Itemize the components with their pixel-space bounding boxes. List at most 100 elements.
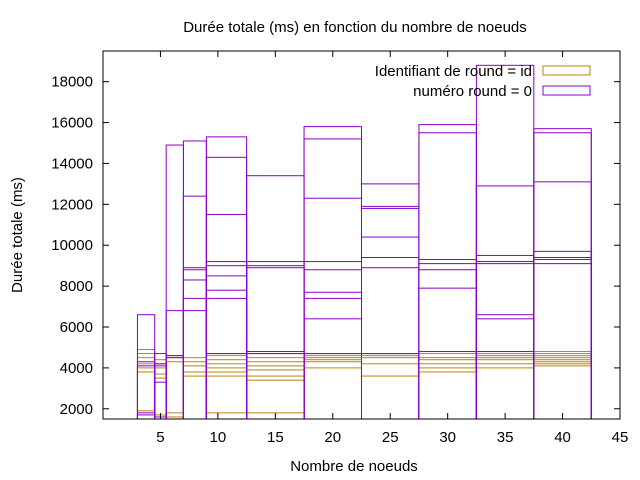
bar-s1-c2-r3 [165, 310, 184, 420]
bar-s0-c6-r5 [303, 353, 362, 420]
bar-s1-c7-r2 [361, 256, 420, 420]
bar-s1-c6-r7 [303, 138, 362, 420]
bar-s1-c7-r6 [361, 183, 420, 420]
y-tick-label-8: 18000 [51, 74, 93, 91]
bar-s1-c6-r2 [303, 297, 362, 420]
x-tick-label-8: 45 [612, 429, 629, 446]
y-tick-label-5: 12000 [51, 196, 93, 213]
bar-s1-c10-r1 [533, 259, 592, 420]
bar-s1-c9-r0 [475, 351, 535, 420]
x-tick-label-3: 20 [324, 429, 341, 446]
y-tick-label-0: 2000 [60, 401, 93, 418]
bar-s0-c4-r2 [205, 371, 248, 420]
bar-s1-c3-r2 [182, 279, 207, 420]
bar-s0-c1-r1 [154, 377, 167, 420]
legend-swatch-id [542, 65, 591, 76]
bar-s0-c2-r3 [165, 357, 184, 420]
bar-s1-c9-r1 [475, 318, 535, 420]
plot-border [102, 50, 621, 420]
bar-s0-c3-r0 [182, 375, 207, 420]
bar-s1-c6-r5 [303, 261, 362, 420]
bar-s0-c5-r4 [246, 365, 305, 420]
bar-s0-c3-r3 [182, 361, 207, 420]
y-axis: 2000 4000 6000 8000 10000 12000 14000 16000 1800… [51, 74, 620, 418]
bar-s0-c10-r5 [533, 355, 592, 420]
bar-s0-c2-r1 [165, 412, 184, 420]
bar-s0-c10-r3 [533, 359, 592, 420]
bar-s1-c0-r4 [136, 314, 156, 420]
bar-s1-c4-r8 [205, 136, 248, 420]
bar-s0-c6-r2 [303, 359, 362, 420]
bar-s1-c4-r6 [205, 214, 248, 420]
bar-s1-c7-r5 [361, 205, 420, 420]
bar-s0-c1-r5 [154, 359, 167, 420]
bar-s0-c9-r1 [475, 363, 535, 420]
x-tick-label-4: 25 [382, 429, 399, 446]
bar-s0-c8-r4 [418, 357, 477, 420]
bar-s1-c0-r0 [136, 414, 156, 420]
bar-s1-c5-r3 [246, 265, 305, 420]
bar-s0-c3-r4 [182, 357, 207, 420]
bar-s1-c4-r7 [205, 156, 248, 420]
bar-s0-c7-r2 [361, 357, 420, 420]
bar-s0-c1-r2 [154, 373, 167, 420]
bar-s1-c4-r5 [205, 261, 248, 420]
x-tick-label-2: 15 [267, 429, 284, 446]
bar-s0-c8-r3 [418, 359, 477, 420]
bar-s1-c9-r4 [475, 261, 535, 420]
bar-s1-c9-r6 [475, 185, 535, 420]
y-tick-label-7: 16000 [51, 115, 93, 132]
bar-s0-c1-r4 [154, 363, 167, 420]
bar-s1-c6-r6 [303, 197, 362, 420]
bar-s1-c10-r6 [533, 128, 592, 420]
bars-layer [136, 64, 592, 420]
bar-s1-c2-r4 [165, 144, 184, 420]
bar-s1-c8-r4 [418, 259, 477, 420]
x-tick-label-5: 30 [439, 429, 456, 446]
legend-label-id: Identifiant de round = id [375, 63, 532, 80]
bar-s1-c8-r6 [418, 124, 477, 420]
y-tick-label-3: 8000 [60, 278, 93, 295]
y-tick-label-1: 4000 [60, 360, 93, 377]
legend-label-round-zero: numéro round = 0 [413, 83, 532, 100]
y-tick-label-4: 10000 [51, 237, 93, 254]
bar-s0-c1-r3 [154, 367, 167, 420]
bar-s1-c6-r0 [303, 353, 362, 420]
bar-s0-c5-r7 [246, 353, 305, 420]
x-tick-label-7: 40 [554, 429, 571, 446]
bar-s0-c5-r6 [246, 357, 305, 420]
bar-s1-c4-r2 [205, 289, 248, 420]
bar-s1-c9-r2 [475, 314, 535, 420]
bar-s0-c3-r1 [182, 371, 207, 420]
bar-s1-c3-r3 [182, 269, 207, 420]
bar-s1-c2-r2 [165, 355, 184, 420]
bar-s0-c9-r4 [475, 355, 535, 420]
bar-s1-c5-r4 [246, 261, 305, 420]
bar-s1-c10-r3 [533, 250, 592, 420]
bar-s1-c9-r3 [475, 263, 535, 420]
bar-s1-c0-r1 [136, 412, 156, 420]
bar-s0-c10-r4 [533, 357, 592, 420]
bar-s0-c10-r2 [533, 361, 592, 420]
bar-s0-c0-r4 [136, 357, 156, 420]
legend-swatch-round-zero [542, 85, 591, 96]
x-tick-label-6: 35 [497, 429, 514, 446]
chart-title: Durée totale (ms) en fonction du nombre … [183, 19, 527, 36]
x-tick-label-0: 5 [156, 429, 164, 446]
bar-s0-c9-r2 [475, 359, 535, 420]
bar-s1-c3-r4 [182, 267, 207, 420]
bar-s0-c6-r4 [303, 355, 362, 420]
bar-s0-c4-r5 [205, 359, 248, 420]
bar-s0-c6-r0 [303, 367, 362, 420]
bar-s1-c4-r1 [205, 297, 248, 420]
bar-s0-c6-r3 [303, 357, 362, 420]
bar-s0-c10-r1 [533, 363, 592, 420]
bar-s0-c9-r3 [475, 357, 535, 420]
bar-s1-c3-r5 [182, 195, 207, 420]
bar-s0-c4-r3 [205, 367, 248, 420]
bar-s0-c8-r1 [418, 367, 477, 420]
bar-s0-c4-r6 [205, 355, 248, 420]
bar-s1-c1-r3 [154, 363, 167, 420]
y-tick-label-2: 6000 [60, 319, 93, 336]
